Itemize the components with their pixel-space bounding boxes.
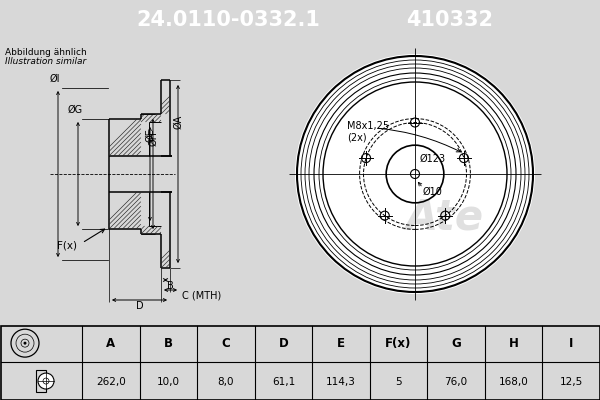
- Text: Abbildung ähnlich: Abbildung ähnlich: [5, 48, 87, 57]
- Text: C: C: [221, 337, 230, 350]
- Text: B: B: [164, 337, 173, 350]
- Text: 8,0: 8,0: [218, 377, 234, 387]
- Text: C (MTH): C (MTH): [182, 291, 221, 301]
- Text: A: A: [106, 337, 115, 350]
- Text: B: B: [167, 281, 173, 291]
- Text: ØG: ØG: [67, 105, 83, 115]
- Bar: [36, 370, 46, 392]
- Text: Illustration similar: Illustration similar: [5, 57, 86, 66]
- Text: 12,5: 12,5: [560, 377, 583, 387]
- Text: ØE: ØE: [145, 128, 155, 142]
- Text: 5: 5: [395, 377, 402, 387]
- Circle shape: [295, 54, 535, 294]
- Text: 410332: 410332: [407, 10, 493, 30]
- Text: M8x1,25
(2x): M8x1,25 (2x): [347, 121, 389, 143]
- Circle shape: [38, 373, 54, 389]
- Text: G: G: [451, 337, 461, 350]
- Text: 10,0: 10,0: [157, 377, 180, 387]
- Text: 262,0: 262,0: [96, 377, 125, 387]
- Text: F(x): F(x): [57, 240, 77, 250]
- Text: 24.0110-0332.1: 24.0110-0332.1: [136, 10, 320, 30]
- Circle shape: [23, 342, 26, 345]
- Text: F(x): F(x): [385, 337, 412, 350]
- Text: D: D: [278, 337, 289, 350]
- Text: I: I: [569, 337, 574, 350]
- Text: 76,0: 76,0: [445, 377, 467, 387]
- Text: Ø10: Ø10: [423, 187, 443, 197]
- Text: ØH: ØH: [148, 131, 158, 146]
- Text: Ø123: Ø123: [420, 154, 446, 164]
- Text: D: D: [136, 301, 143, 311]
- Text: ØA: ØA: [173, 115, 183, 129]
- Text: ØI: ØI: [50, 74, 60, 84]
- Text: H: H: [509, 337, 518, 350]
- Text: 114,3: 114,3: [326, 377, 356, 387]
- Text: 61,1: 61,1: [272, 377, 295, 387]
- Text: Ate: Ate: [406, 196, 484, 238]
- Text: 168,0: 168,0: [499, 377, 529, 387]
- Text: E: E: [337, 337, 345, 350]
